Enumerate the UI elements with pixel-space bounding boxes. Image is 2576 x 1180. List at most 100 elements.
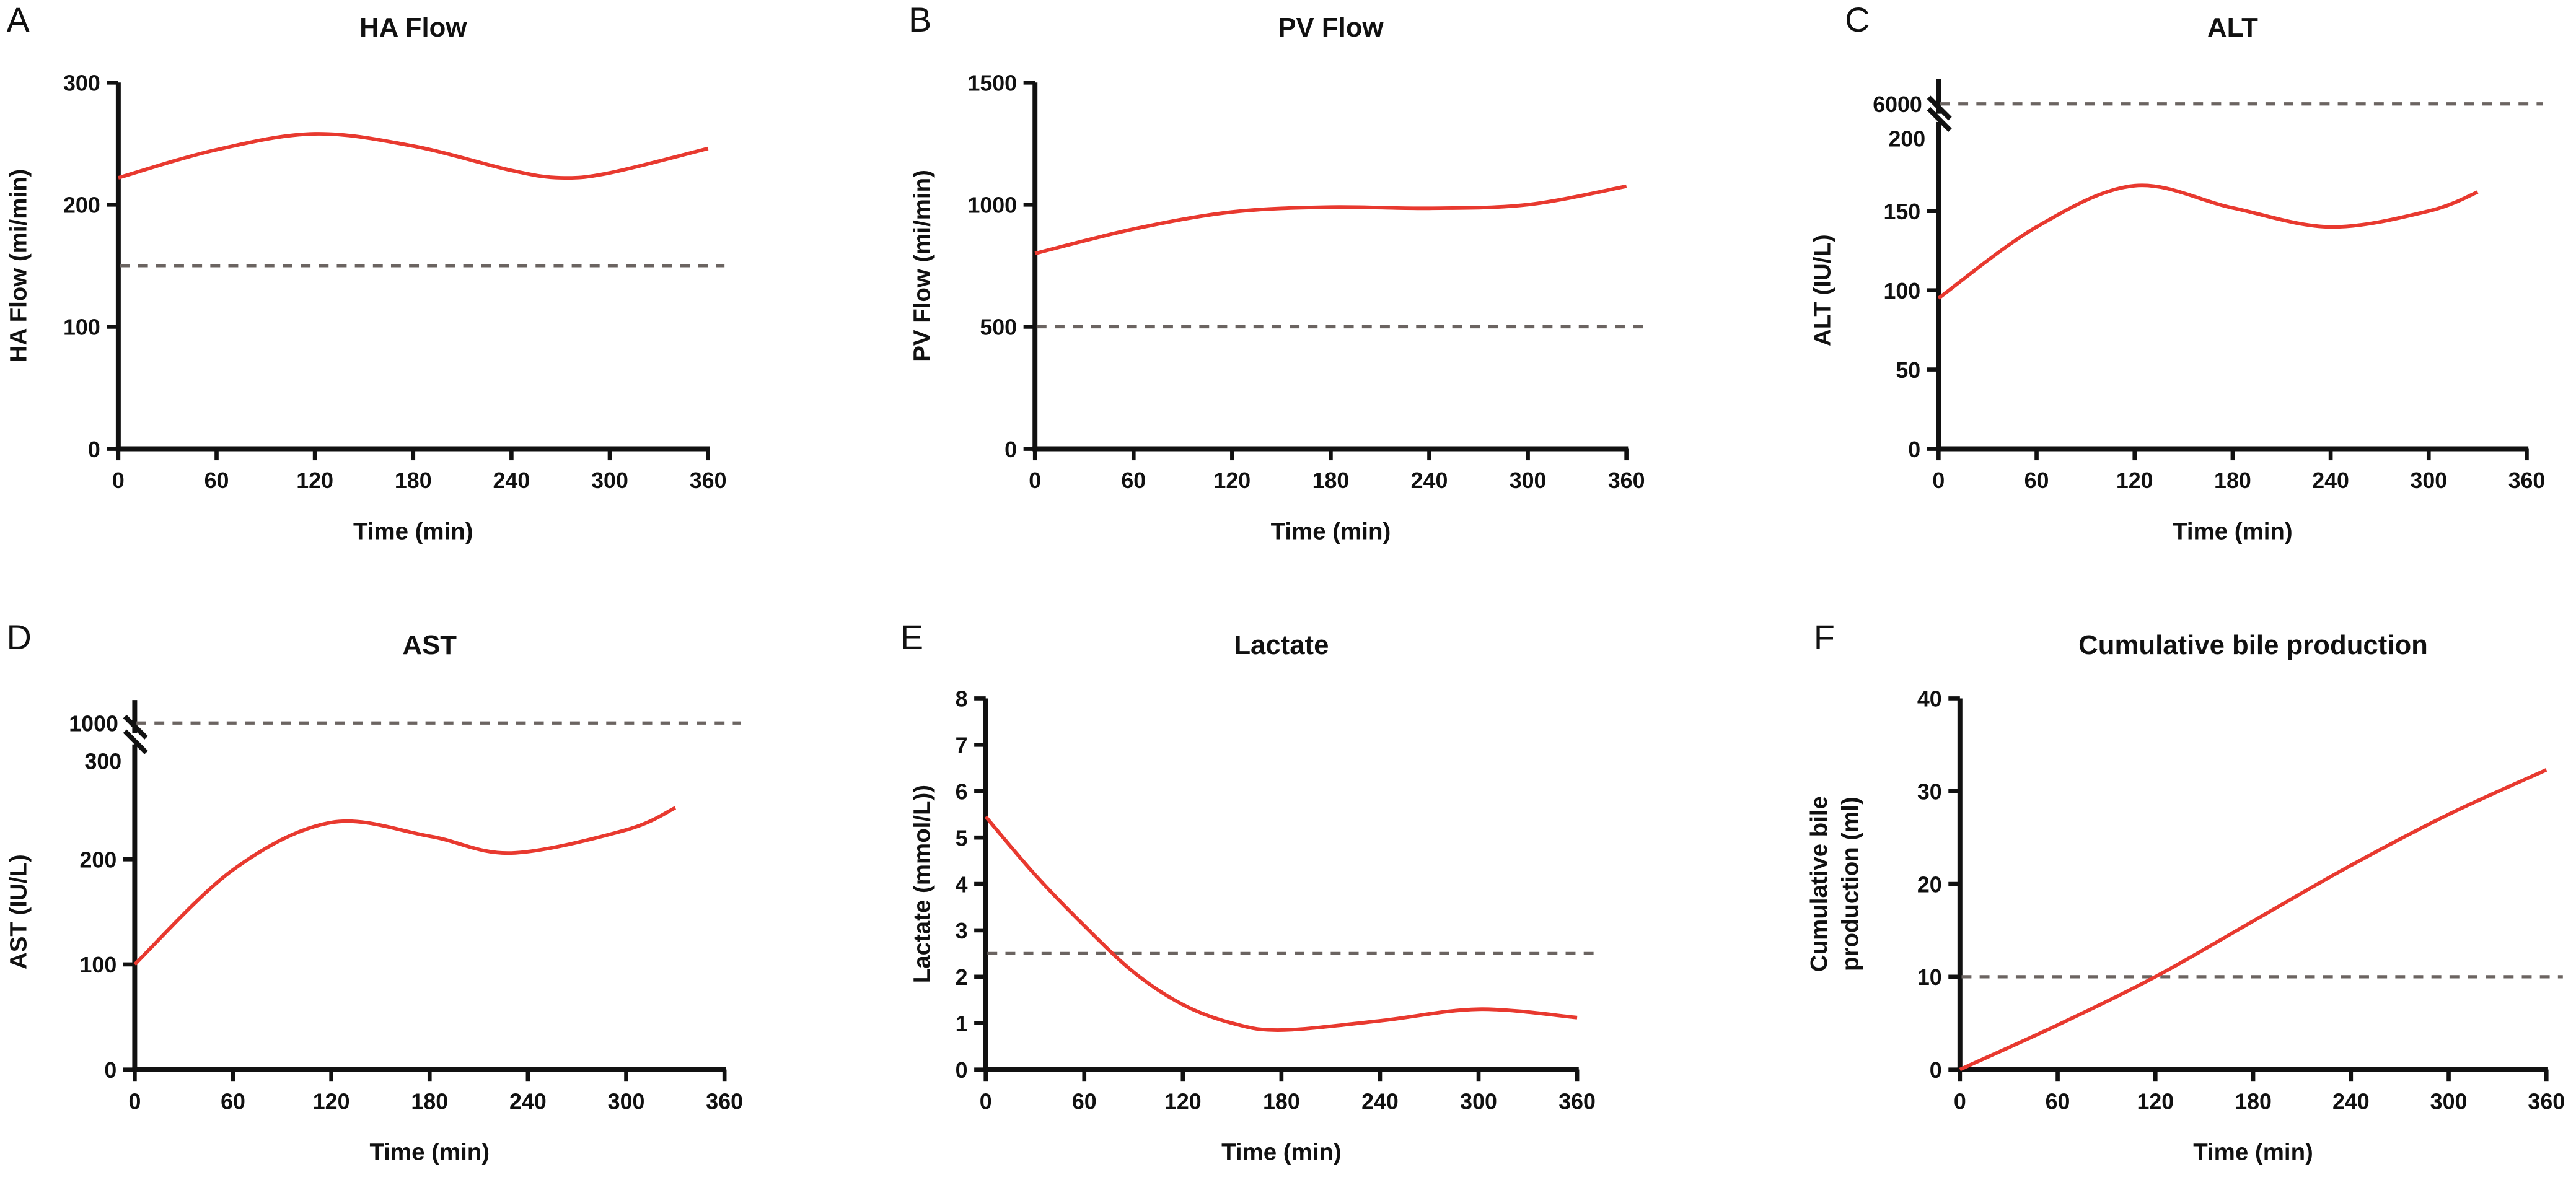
x-tick-label: 360 [2508, 468, 2546, 493]
y-tick-label: 40 [1917, 687, 1942, 712]
y-tick-label: 6 [956, 780, 968, 805]
series-line [1034, 184, 1627, 256]
y-tick-label: 1000 [69, 711, 118, 736]
x-tick-label: 60 [1121, 468, 1146, 493]
y-axis-label: Lactate (mmol/L)) [909, 785, 936, 983]
x-tick-label: 360 [1608, 468, 1645, 493]
y-tick-label: 150 [1883, 199, 1920, 224]
y-tick-label: 0 [1908, 437, 1920, 462]
x-tick-label: 300 [1510, 468, 1547, 493]
x-tick-label: 240 [509, 1089, 547, 1114]
y-tick-label: 0 [956, 1058, 968, 1083]
x-tick-label: 180 [2214, 468, 2251, 493]
panel-letter: D [7, 618, 32, 657]
axis-break-mark [1927, 95, 1952, 121]
y-tick-label: 200 [63, 193, 100, 218]
x-tick-label: 60 [2024, 468, 2049, 493]
axis-break-mark [123, 714, 148, 740]
x-tick-label: 0 [980, 1089, 992, 1114]
chart-title: Cumulative bile production [2078, 630, 2428, 660]
y-axis-label: PV Flow (mi/min) [909, 170, 936, 362]
chart-title: ALT [2207, 12, 2258, 43]
panel-c: C ALT 0 60 120 180 240 300 360 Time (min) 6000 0 50 1… [1809, 1, 2545, 544]
y-tick-label: 7 [956, 733, 968, 758]
panel-b: B PV Flow 0 60 120 180 240 300 360 Time (min) 0 500… [908, 1, 1645, 544]
y-tick-label: 300 [63, 71, 100, 96]
x-tick-label: 300 [591, 468, 628, 493]
x-tick-label: 240 [493, 468, 530, 493]
panel-letter: A [7, 1, 30, 39]
x-axis-label: Time (min) [1271, 518, 1391, 544]
panel-f: F Cumulative bile production 0 60 120 180 240 3… [1806, 618, 2565, 1166]
y-tick-label: 1500 [967, 71, 1017, 96]
chart-title: AST [403, 630, 457, 660]
chart-title: HA Flow [359, 12, 467, 43]
x-tick-label: 120 [2137, 1089, 2174, 1114]
panel-letter: E [900, 618, 923, 657]
x-tick-label: 180 [2235, 1089, 2272, 1114]
y-tick-label: 0 [104, 1058, 116, 1083]
panel-letter: C [1845, 1, 1870, 39]
x-tick-label: 0 [1932, 468, 1945, 493]
x-axis-label: Time (min) [2173, 518, 2293, 544]
x-tick-label: 360 [1558, 1089, 1596, 1114]
panel-letter: F [1814, 618, 1835, 657]
chart-title: PV Flow [1278, 12, 1384, 43]
x-tick-label: 180 [1312, 468, 1350, 493]
x-tick-label: 120 [313, 1089, 350, 1114]
x-axis-label: Time (min) [353, 518, 473, 544]
panel-a: A HA Flow 0 60 120 180 240 300 360 Time (min) 0 100… [5, 1, 726, 544]
axis-break-mark [1927, 107, 1952, 132]
x-tick-label: 240 [1361, 1089, 1399, 1114]
y-tick-label: 100 [80, 953, 117, 977]
y-tick-label: 8 [956, 687, 968, 712]
series-line [1937, 183, 2479, 300]
y-tick-label: 0 [1930, 1058, 1942, 1083]
x-axis-label: Time (min) [2193, 1138, 2313, 1165]
x-tick-label: 180 [411, 1089, 448, 1114]
x-tick-label: 240 [2312, 468, 2349, 493]
x-tick-label: 180 [395, 468, 432, 493]
x-tick-label: 0 [1954, 1089, 1966, 1114]
x-tick-label: 0 [112, 468, 125, 493]
series-line [1959, 768, 2547, 1072]
y-tick-label: 50 [1896, 358, 1920, 383]
x-tick-label: 60 [221, 1089, 245, 1114]
x-tick-label: 240 [2332, 1089, 2370, 1114]
x-tick-label: 240 [1411, 468, 1448, 493]
y-tick-label: 0 [88, 437, 100, 462]
x-axis-label: Time (min) [369, 1138, 490, 1165]
y-tick-label: 30 [1917, 780, 1942, 805]
y-tick-label: 100 [63, 315, 100, 340]
x-tick-label: 120 [2116, 468, 2153, 493]
y-tick-label: 20 [1917, 872, 1942, 897]
y-tick-label: 5 [956, 826, 968, 850]
y-tick-label: 1000 [967, 193, 1017, 218]
y-tick-label: 6000 [1873, 92, 1922, 117]
y-tick-label: 500 [980, 315, 1017, 340]
x-tick-label: 0 [128, 1089, 141, 1114]
panel-letter: B [908, 1, 931, 39]
x-tick-label: 60 [1072, 1089, 1097, 1114]
y-axis-label: Cumulative bile [1806, 796, 1832, 972]
series-line [984, 815, 1578, 1032]
chart-title: Lactate [1234, 630, 1329, 660]
y-tick-label: 100 [1883, 279, 1920, 304]
x-tick-label: 120 [296, 468, 333, 493]
x-tick-label: 300 [608, 1089, 645, 1114]
panel-e: E Lactate 0 60 120 180 240 300 360 Time (min) 0 1 2 3… [900, 618, 1596, 1166]
series-line [133, 806, 677, 966]
y-axis-label: production (ml) [1837, 797, 1863, 971]
x-tick-label: 300 [2430, 1089, 2468, 1114]
x-tick-label: 0 [1029, 468, 1041, 493]
x-tick-label: 300 [2410, 468, 2447, 493]
x-tick-label: 360 [2528, 1089, 2565, 1114]
y-axis-label: HA Flow (mi/min) [5, 169, 32, 362]
y-tick-label: 3 [956, 919, 968, 943]
y-tick-label: 1 [956, 1012, 968, 1036]
y-tick-label: 10 [1917, 965, 1942, 990]
y-tick-label: 200 [1888, 127, 1925, 152]
y-axis-label: AST (IU/L) [5, 854, 32, 969]
x-tick-label: 360 [706, 1089, 743, 1114]
